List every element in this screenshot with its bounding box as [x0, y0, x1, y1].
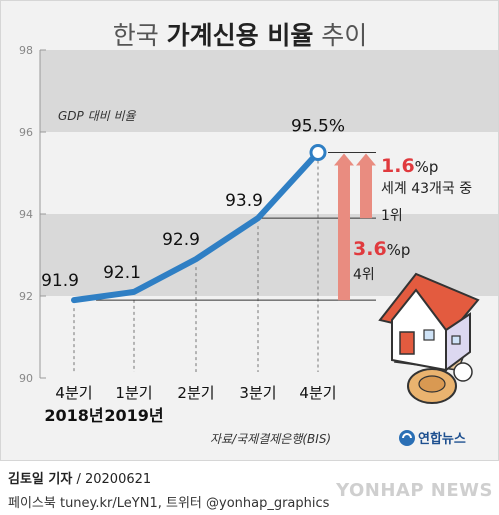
value-label: 91.9 [41, 271, 79, 291]
annotation-1.6p: 1.6%p [381, 155, 438, 177]
x-tick-label: 4분기 [55, 384, 92, 402]
unit-label: GDP 대비 비율 [58, 109, 137, 123]
publish-date: 20200621 [84, 472, 152, 487]
footer-credit: 김토일 기자 / 20200621 [8, 472, 152, 487]
line-chart: 한국 가계신용 비율 추이 90 92 94 96 98 GDP 대비 비율 91.9 9… [19, 21, 498, 447]
reporter-name: 김토일 기자 [8, 472, 73, 487]
annotation-rank-text: 세계 43개국 중 [381, 181, 472, 197]
y-tick-label: 98 [19, 44, 33, 57]
y-tick-label: 96 [19, 126, 33, 139]
value-label: 95.5% [291, 117, 345, 137]
annotation-rank-4: 4위 [353, 267, 375, 283]
source-label: 자료/국제결제은행(BIS) [210, 432, 331, 446]
chart-title: 한국 가계신용 비율 추이 [113, 21, 368, 50]
y-tick-label: 94 [19, 208, 33, 221]
arrow-3.6p [334, 153, 354, 301]
data-point-end [309, 144, 327, 161]
annotation-rank-1: 1위 [381, 208, 403, 224]
svg-text:연합뉴스: 연합뉴스 [418, 431, 466, 447]
value-label: 92.9 [162, 230, 200, 250]
x-tick-label: 1분기 [115, 384, 152, 402]
yonhap-logo: 연합뉴스 [399, 430, 466, 447]
year-label: 2019년 [104, 406, 163, 425]
x-tick-label: 4분기 [299, 384, 336, 402]
house-illustration [378, 272, 480, 404]
value-label: 93.9 [225, 191, 263, 211]
annotation-3.6p: 3.6%p [353, 238, 410, 260]
grid-band [40, 50, 498, 132]
year-label: 2018년 [44, 406, 103, 425]
x-tick-label: 2분기 [177, 384, 214, 402]
series-line [71, 149, 321, 304]
y-tick-label: 90 [19, 372, 33, 385]
footer-sns: 페이스북 tuney.kr/LeYN1, 트위터 @yonhap_graphic… [8, 496, 330, 511]
y-tick-label: 92 [19, 290, 33, 303]
arrow-1.6p [356, 153, 376, 219]
x-tick-label: 3분기 [239, 384, 276, 402]
value-label: 92.1 [103, 263, 141, 283]
watermark: YONHAP NEWS [336, 480, 493, 501]
